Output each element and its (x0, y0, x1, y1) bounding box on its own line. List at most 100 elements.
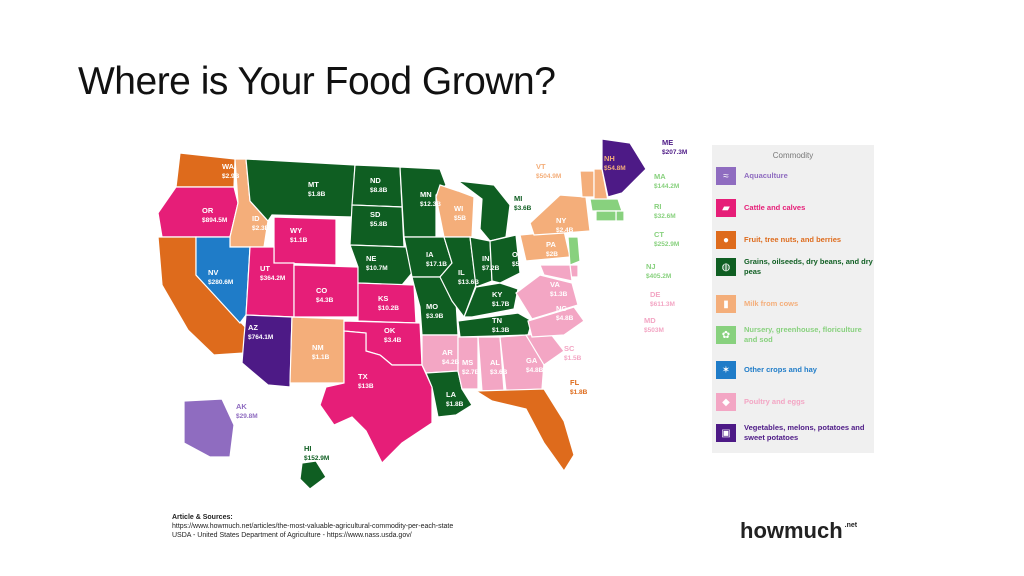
state-pa (519, 230, 571, 262)
state-ny (529, 194, 591, 236)
state-ks (357, 282, 417, 324)
state-value-ok: $3.4B (384, 337, 402, 344)
state-abbr-nv: NV (208, 268, 218, 277)
state-abbr-tn: TN (492, 316, 502, 325)
brand-suffix: .net (844, 522, 858, 529)
state-abbr-il: IL (458, 268, 465, 277)
state-abbr-ak: AK (236, 402, 247, 411)
brand-name: howmuch (740, 518, 843, 543)
state-value-sc: $1.5B (564, 355, 582, 362)
state-value-ca: $17.6B (170, 337, 191, 344)
state-value-ms: $2.7B (462, 369, 480, 376)
state-abbr-mi: MI (514, 194, 522, 203)
state-value-ma: $144.2M (654, 183, 679, 190)
state-hi (299, 460, 327, 490)
milk-icon: ▮ (716, 295, 736, 313)
state-abbr-nj: NJ (646, 262, 656, 271)
state-value-ne: $10.7M (366, 265, 388, 272)
state-nc (527, 306, 585, 338)
state-abbr-mt: MT (308, 180, 319, 189)
state-abbr-ma: MA (654, 172, 666, 181)
state-ga (499, 334, 545, 392)
state-value-mo: $3.9B (426, 313, 444, 320)
state-md (539, 264, 573, 282)
state-nj (567, 236, 581, 266)
state-value-mn: $12.3B (420, 201, 441, 208)
state-value-az: $764.1M (248, 334, 273, 341)
state-value-vt: $504.9M (536, 173, 561, 180)
state-value-ny: $2.4B (556, 227, 574, 234)
legend-item-poultry: ◆ Poultry and eggs (716, 393, 874, 411)
state-ri (615, 210, 625, 222)
state-value-mt: $1.8B (308, 191, 326, 198)
legend-label: Grains, oilseeds, dry beans, and dry pea… (744, 257, 873, 276)
state-ky (463, 282, 519, 318)
legend-label: Poultry and eggs (744, 397, 805, 406)
state-me (601, 138, 647, 198)
grains-icon: ◍ (716, 258, 736, 276)
state-abbr-sd: SD (370, 210, 381, 219)
state-mt (245, 158, 356, 222)
state-value-tx: $13B (358, 383, 374, 390)
state-value-nh: $54.8M (604, 165, 626, 172)
state-abbr-mo: MO (426, 302, 438, 311)
state-value-in: $7.2B (482, 265, 500, 272)
state-value-md: $503M (644, 327, 664, 334)
legend-title: Commodity (772, 151, 814, 160)
legend-item-milk: ▮ Milk from cows (716, 295, 874, 313)
state-abbr-ga: GA (526, 356, 538, 365)
legend-item-grains: ◍ Grains, oilseeds, dry beans, and dry pe… (716, 257, 874, 277)
state-value-co: $4.3B (316, 297, 334, 304)
state-value-va: $1.3B (550, 291, 568, 298)
state-value-ga: $4.8B (526, 367, 544, 374)
state-value-wy: $1.1B (290, 237, 308, 244)
state-abbr-va: VA (550, 280, 560, 289)
state-abbr-ks: KS (378, 294, 388, 303)
state-abbr-co: CO (316, 286, 327, 295)
state-value-nv: $280.6M (208, 279, 233, 286)
state-value-ri: $32.6M (654, 213, 676, 220)
state-abbr-ct: CT (654, 230, 664, 239)
state-va (515, 274, 579, 320)
state-value-nc: $4.8B (556, 315, 574, 322)
aquaculture-icon: ≈ (716, 167, 736, 185)
vegetables-icon: ▣ (716, 424, 736, 442)
state-abbr-nh: NH (604, 154, 615, 163)
state-abbr-wy: WY (290, 226, 302, 235)
state-abbr-la: LA (446, 390, 457, 399)
other-crops-icon: ✶ (716, 361, 736, 379)
state-value-pa: $2B (546, 251, 558, 258)
state-value-nj: $405.2M (646, 273, 671, 280)
state-abbr-pa: PA (546, 240, 556, 249)
state-abbr-ar: AR (442, 348, 453, 357)
state-abbr-al: AL (490, 358, 500, 367)
legend-label: Milk from cows (744, 299, 799, 308)
state-abbr-mn: MN (420, 190, 432, 199)
legend-item-aquaculture: ≈ Aquaculture (716, 167, 874, 185)
cattle-icon: ▰ (716, 199, 736, 217)
state-abbr-fl: FL (570, 378, 580, 387)
sources-block: Article & Sources: https://www.howmuch.n… (172, 513, 453, 540)
source-link-usda[interactable]: USDA - United States Department of Agric… (172, 532, 412, 539)
state-value-ks: $10.2B (378, 305, 399, 312)
state-value-al: $3.6B (490, 369, 508, 376)
state-oh (489, 234, 521, 284)
state-value-me: $207.3M (662, 149, 687, 156)
state-abbr-hi: HI (304, 444, 312, 453)
state-abbr-ca: CA (170, 326, 181, 335)
state-value-ct: $252.9M (654, 241, 679, 248)
sources-heading: Article & Sources: (172, 514, 233, 521)
state-value-la: $1.8B (446, 401, 464, 408)
state-value-wa: $2.9B (222, 173, 240, 180)
legend-label: Fruit, tree nuts, and berries (744, 235, 842, 244)
state-abbr-wa: WA (222, 162, 235, 171)
state-abbr-ky: KY (492, 290, 502, 299)
state-value-tn: $1.3B (492, 327, 510, 334)
legend-item-cattle: ▰ Cattle and calves (716, 199, 874, 217)
legend-item-other-crops: ✶ Other crops and hay (716, 361, 874, 379)
poultry-icon: ◆ (716, 393, 736, 411)
state-nd (351, 164, 403, 208)
state-abbr-vt: VT (536, 162, 546, 171)
state-value-ak: $29.8M (236, 413, 258, 420)
source-link-howmuch[interactable]: https://www.howmuch.net/articles/the-mos… (172, 523, 454, 530)
